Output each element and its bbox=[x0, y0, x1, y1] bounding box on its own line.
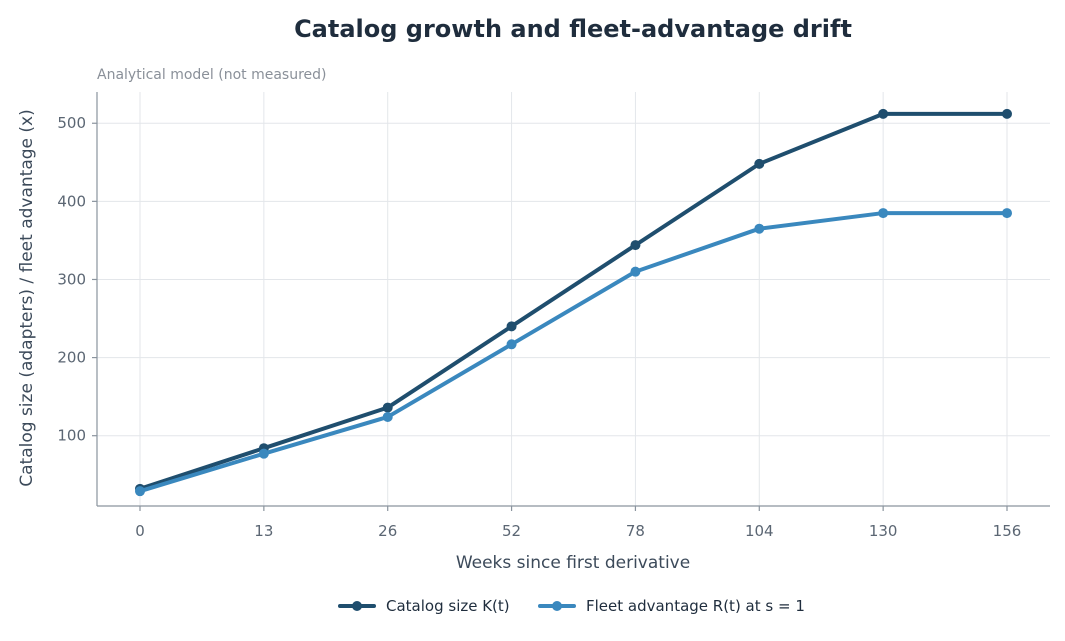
tick-labels: 100 200 300 400 500 0 13 26 52 78 104 130 156 bbox=[57, 114, 1021, 540]
x-tick-label: 104 bbox=[745, 522, 774, 540]
legend: Catalog size K(t) Fleet advantage R(t) at… bbox=[338, 597, 805, 615]
series-2-point bbox=[382, 411, 393, 422]
series-1-point bbox=[1002, 108, 1012, 119]
y-tick-label: 200 bbox=[57, 349, 86, 367]
chart-title: Catalog growth and fleet-advantage drift bbox=[294, 15, 852, 43]
axes bbox=[92, 92, 1050, 511]
y-tick-label: 500 bbox=[57, 114, 86, 132]
series bbox=[135, 108, 1012, 497]
series-2-point bbox=[258, 448, 269, 459]
legend-swatch-marker bbox=[352, 601, 362, 611]
x-tick-label: 13 bbox=[254, 522, 273, 540]
x-tick-label: 52 bbox=[502, 522, 521, 540]
series-1-point bbox=[754, 158, 765, 169]
x-tick-label: 130 bbox=[869, 522, 898, 540]
series-1-point bbox=[878, 108, 889, 119]
x-tick-label: 26 bbox=[378, 522, 397, 540]
chart-subtitle: Analytical model (not measured) bbox=[97, 67, 327, 83]
y-axis-label: Catalog size (adapters) / fleet advantag… bbox=[17, 109, 37, 486]
legend-swatch-marker bbox=[552, 601, 562, 611]
series-2-point bbox=[506, 339, 517, 350]
legend-label: Catalog size K(t) bbox=[386, 597, 510, 615]
y-tick-label: 300 bbox=[57, 270, 86, 288]
x-tick-label: 156 bbox=[993, 522, 1022, 540]
x-axis-label: Weeks since first derivative bbox=[456, 553, 690, 573]
legend-label: Fleet advantage R(t) at s = 1 bbox=[586, 597, 805, 615]
y-tick-label: 400 bbox=[57, 192, 86, 210]
series-2-point bbox=[754, 223, 765, 234]
series-1-point bbox=[382, 402, 393, 413]
series-2-point bbox=[630, 266, 641, 277]
x-tick-label: 78 bbox=[626, 522, 645, 540]
grid bbox=[97, 92, 1050, 506]
series-2-point bbox=[1002, 208, 1012, 219]
series-2-point bbox=[878, 208, 889, 219]
y-tick-label: 100 bbox=[57, 427, 86, 445]
series-line-2 bbox=[138, 211, 1009, 494]
series-1-point bbox=[506, 321, 517, 332]
series-1-point bbox=[630, 240, 641, 251]
series-line-1 bbox=[138, 111, 1009, 491]
series-2-point bbox=[135, 486, 145, 497]
x-tick-label: 0 bbox=[135, 522, 145, 540]
